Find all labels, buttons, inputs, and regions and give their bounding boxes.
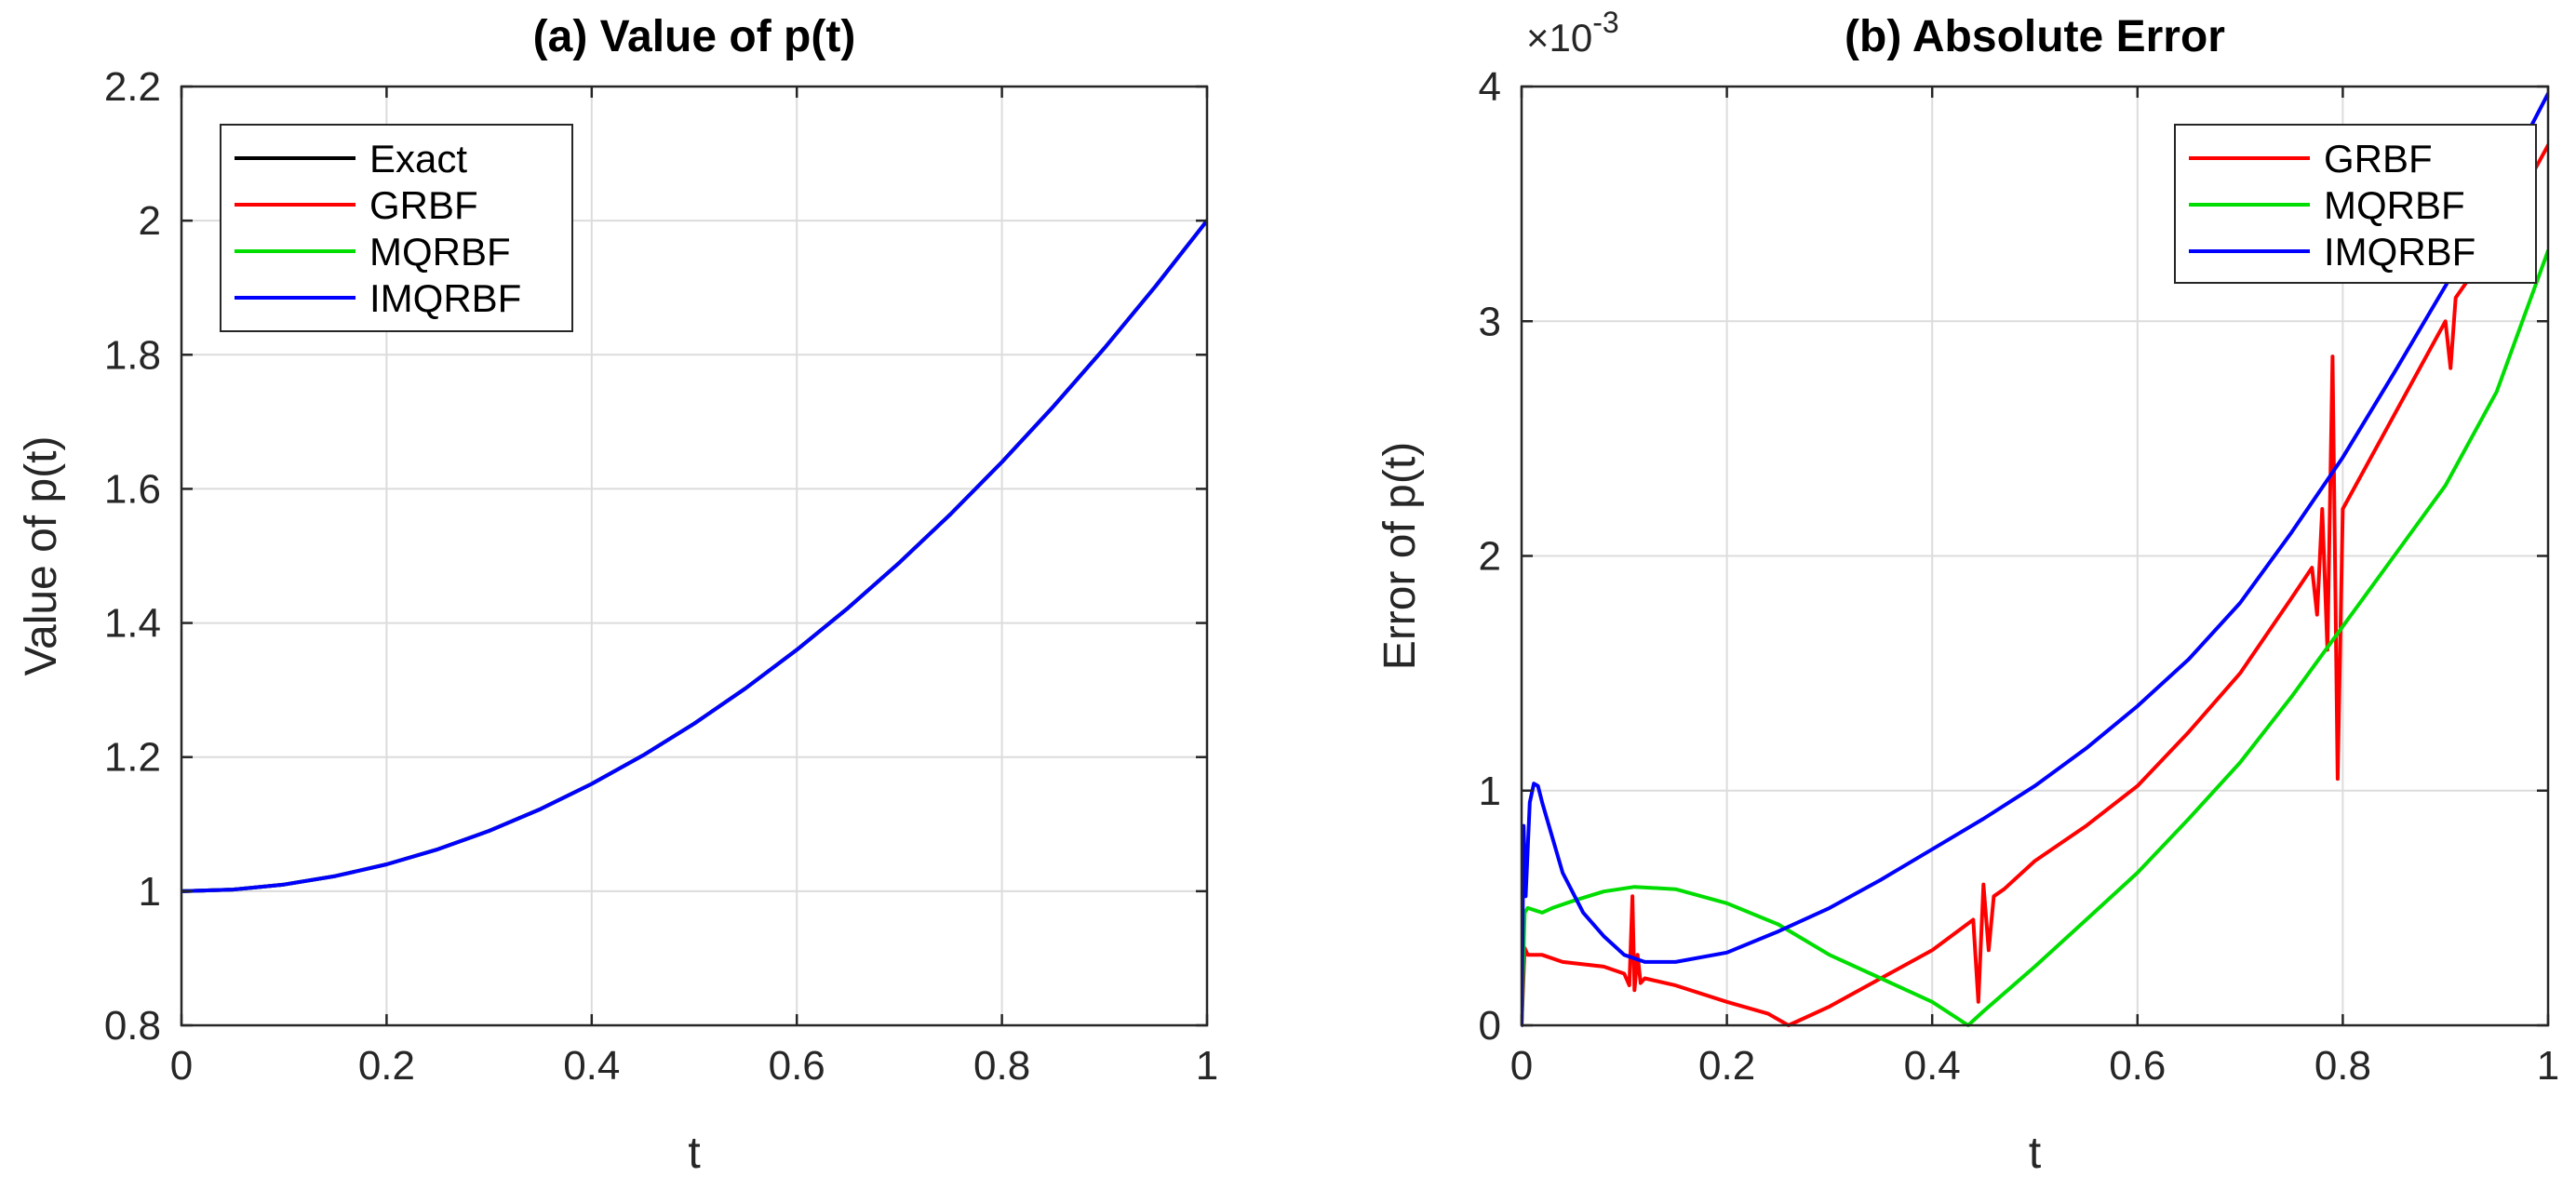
chart-a: 0 0.2 0.4 0.6 0.8 1 0.8 1 1.2 1.4 1.6 1.8 2 2.2 (a) Va…: [17, 12, 1218, 1178]
y-exponent-label: ×10-3: [1526, 6, 1619, 60]
y-axis-label: Error of p(t): [1375, 442, 1425, 670]
x-tick-label: 0.2: [1698, 1043, 1755, 1089]
x-axis-label: t: [688, 1129, 700, 1178]
axes-frame: [180, 85, 1209, 1027]
y-tick-label: 3: [1479, 299, 1501, 344]
legend-label-mqrbf: MQRBF: [369, 230, 511, 274]
y-exponent-power: -3: [1592, 6, 1618, 39]
series-line-imqrbf: [1522, 91, 2548, 1027]
y-tick-label: 1: [139, 869, 161, 915]
x-tick-label: 1: [1196, 1043, 1218, 1089]
x-tick-label: 1: [2537, 1043, 2559, 1089]
x-tick-label: 0: [1510, 1043, 1533, 1089]
y-tick-label: 2: [139, 198, 161, 244]
chart-title: (b) Absolute Error: [1845, 12, 2225, 61]
y-tick-label: 2: [1479, 534, 1501, 580]
chart-title: (a) Value of p(t): [533, 12, 856, 61]
x-tick-label: 0.6: [2109, 1043, 2166, 1089]
legend-label-exact: Exact: [369, 137, 467, 181]
y-tick-label: 1.8: [104, 332, 161, 378]
y-tick-label: 2.2: [104, 64, 161, 110]
legend-label-imqrbf: IMQRBF: [2324, 230, 2475, 274]
x-tick-label: 0.6: [769, 1043, 825, 1089]
legend-label-imqrbf: IMQRBF: [369, 276, 521, 320]
y-tick-label: 1.6: [104, 466, 161, 512]
x-tick-label: 0: [170, 1043, 193, 1089]
y-tick-label: 4: [1479, 64, 1501, 110]
legend-label-grbf: GRBF: [369, 183, 478, 227]
x-tick-label: 0.8: [973, 1043, 1030, 1089]
y-tick-label: 0: [1479, 1003, 1501, 1049]
series-line-imqrbf: [181, 219, 1207, 893]
y-axis-label: Value of p(t): [17, 436, 66, 676]
legend-label-grbf: GRBF: [2324, 137, 2433, 181]
x-tick-label: 0.2: [358, 1043, 415, 1089]
chart-b: 0 0.2 0.4 0.6 0.8 1 0 1 2 3 4 (b) Absolute Error t Er…: [1375, 6, 2559, 1178]
x-tick-label: 0.8: [2314, 1043, 2371, 1089]
series-line-grbf: [1522, 143, 2548, 1027]
x-tick-label: 0.4: [563, 1043, 620, 1089]
legend-label-mqrbf: MQRBF: [2324, 183, 2465, 227]
series-line-mqrbf: [1522, 248, 2548, 1027]
y-tick-label: 1: [1479, 769, 1501, 814]
y-tick-label: 1.2: [104, 735, 161, 781]
x-axis-label: t: [2029, 1129, 2041, 1178]
x-tick-label: 0.4: [1904, 1043, 1961, 1089]
y-tick-label: 0.8: [104, 1003, 161, 1049]
y-tick-label: 1.4: [104, 601, 161, 647]
